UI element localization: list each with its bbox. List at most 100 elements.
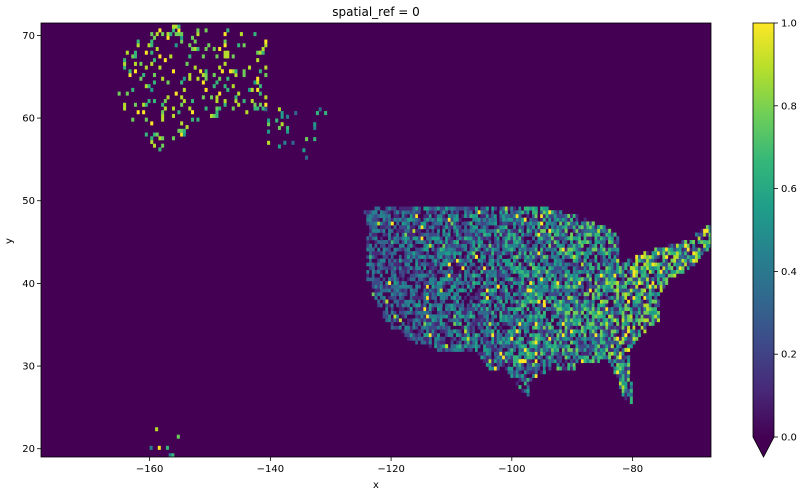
raster-cell: [377, 266, 381, 271]
raster-cell: [618, 310, 622, 315]
raster-cell: [412, 210, 416, 215]
raster-cell: [678, 266, 682, 271]
raster-cell: [551, 247, 555, 252]
raster-cell: [602, 232, 606, 237]
raster-cell: [494, 288, 498, 293]
raster-cell: [401, 314, 405, 319]
raster-cell: [450, 333, 454, 338]
raster-cell: [559, 310, 563, 315]
raster-cell: [507, 351, 511, 356]
raster-cell: [412, 306, 416, 311]
raster-cell: [488, 213, 492, 218]
raster-cell: [461, 258, 465, 263]
raster-cell: [180, 32, 184, 37]
raster-cell: [480, 340, 484, 345]
raster-cell: [637, 280, 641, 285]
raster-cell: [442, 269, 446, 274]
raster-cell: [545, 288, 549, 293]
raster-cell: [618, 266, 622, 271]
raster-cell: [526, 206, 530, 211]
raster-cell: [689, 247, 693, 252]
raster-cell: [637, 333, 641, 338]
raster-cell: [561, 306, 565, 311]
raster-cell: [161, 110, 165, 115]
raster-cell: [681, 266, 685, 271]
raster-cell: [523, 325, 527, 330]
raster-cell: [616, 284, 620, 289]
raster-cell: [507, 258, 511, 263]
raster-cell: [532, 362, 536, 367]
raster-cell: [450, 217, 454, 222]
raster-cell: [570, 221, 574, 226]
raster-cell: [599, 254, 603, 259]
raster-cell: [453, 318, 457, 323]
raster-cell: [523, 284, 527, 289]
raster-cell: [494, 269, 498, 274]
raster-cell: [420, 210, 424, 215]
raster-cell: [700, 243, 704, 248]
raster-cell: [651, 288, 655, 293]
raster-cell: [643, 292, 647, 297]
raster-cell: [551, 240, 555, 245]
raster-cell: [412, 266, 416, 271]
raster-cell: [466, 210, 470, 215]
raster-cell: [616, 318, 620, 323]
raster-cell: [518, 262, 522, 267]
raster-cell: [559, 314, 563, 319]
raster-cell: [396, 306, 400, 311]
raster-cell: [431, 210, 435, 215]
raster-cell: [318, 107, 322, 112]
raster-cell: [534, 366, 538, 371]
raster-cell: [561, 310, 565, 315]
raster-cell: [436, 243, 440, 248]
raster-cell: [144, 84, 148, 89]
raster-cell: [445, 314, 449, 319]
raster-cell: [646, 280, 650, 285]
raster-cell: [553, 254, 557, 259]
raster-cell: [529, 280, 533, 285]
raster-cell: [551, 236, 555, 241]
raster-cell: [529, 370, 533, 375]
raster-cell: [428, 266, 432, 271]
raster-cell: [591, 258, 595, 263]
raster-cell: [564, 240, 568, 245]
raster-cell: [388, 295, 392, 300]
raster-cell: [404, 303, 408, 308]
raster-cell: [469, 347, 473, 352]
raster-cell: [594, 321, 598, 326]
raster-cell: [570, 340, 574, 345]
raster-cell: [447, 221, 451, 226]
raster-cell: [635, 295, 639, 300]
x-axis-label: x: [373, 480, 379, 491]
raster-cell: [371, 277, 375, 282]
raster-cell: [488, 225, 492, 230]
raster-cell: [529, 295, 533, 300]
raster-cell: [521, 344, 525, 349]
raster-cell: [523, 336, 527, 341]
raster-cell: [621, 273, 625, 278]
raster-cell: [534, 314, 538, 319]
raster-cell: [485, 240, 489, 245]
raster-cell: [398, 266, 402, 271]
raster-cell: [597, 306, 601, 311]
raster-cell: [632, 277, 636, 282]
raster-cell: [548, 295, 552, 300]
raster-cell: [401, 306, 405, 311]
raster-cell: [643, 303, 647, 308]
raster-cell: [542, 284, 546, 289]
raster-cell: [409, 232, 413, 237]
raster-cell: [640, 266, 644, 271]
raster-cell: [551, 292, 555, 297]
raster-cell: [207, 43, 211, 48]
raster-cell: [586, 247, 590, 252]
raster-cell: [532, 333, 536, 338]
raster-cell: [510, 288, 514, 293]
raster-cell: [464, 206, 468, 211]
raster-cell: [450, 213, 454, 218]
raster-cell: [589, 277, 593, 282]
raster-cell: [610, 318, 614, 323]
raster-cell: [450, 221, 454, 226]
raster-cell: [477, 217, 481, 222]
raster-cell: [385, 284, 389, 289]
raster-cell: [583, 228, 587, 233]
